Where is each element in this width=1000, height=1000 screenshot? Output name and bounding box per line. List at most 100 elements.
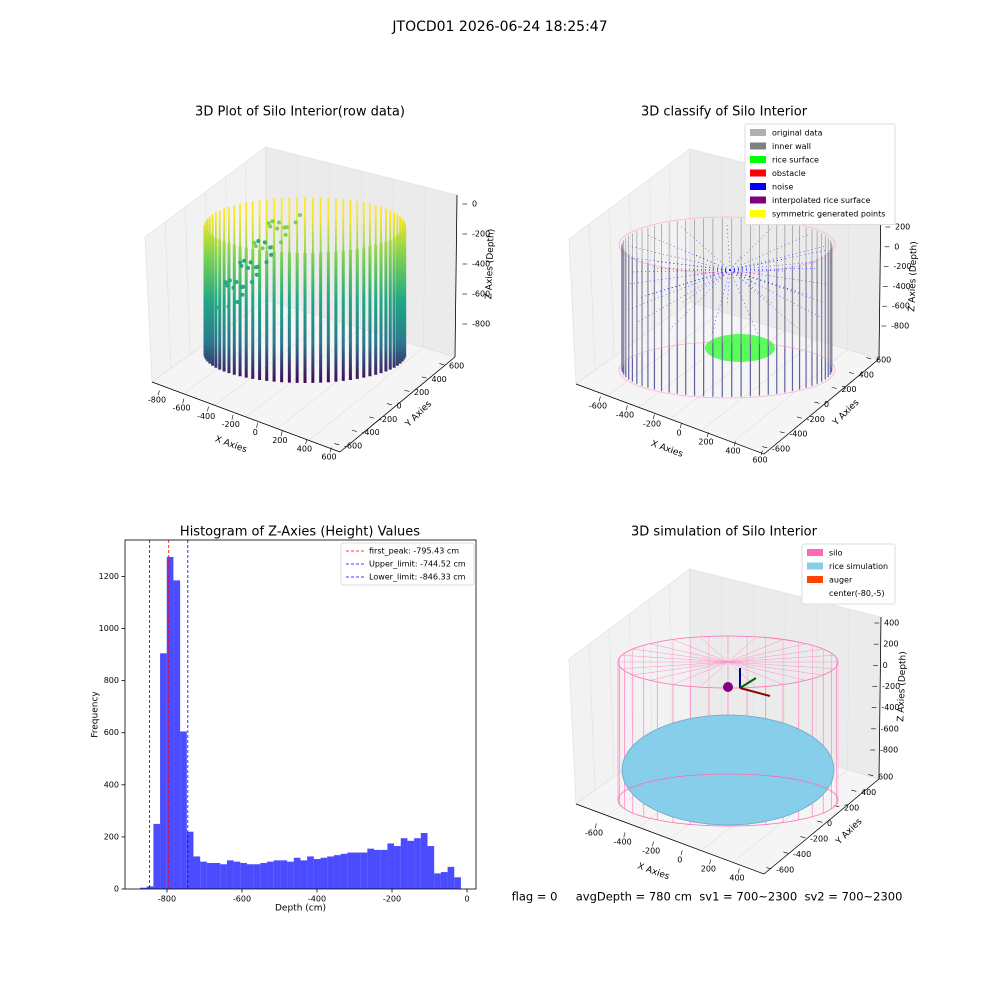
z-axis bbox=[454, 194, 458, 358]
scatter-point bbox=[298, 213, 302, 217]
bar bbox=[213, 862, 221, 889]
bar bbox=[420, 833, 428, 889]
scatter-point bbox=[226, 304, 231, 309]
bar bbox=[387, 843, 395, 889]
y-tick bbox=[783, 851, 789, 854]
y-tick bbox=[351, 429, 357, 432]
rice-surface bbox=[705, 334, 775, 362]
bar bbox=[253, 864, 261, 889]
x-tick bbox=[280, 431, 283, 436]
y-tick-label: 400 bbox=[104, 780, 119, 789]
x-tick bbox=[760, 450, 763, 456]
scatter-point bbox=[277, 220, 282, 225]
scatter-point bbox=[224, 283, 229, 288]
silo-spoke bbox=[699, 636, 729, 663]
pane-grid bbox=[669, 163, 672, 316]
bar bbox=[180, 731, 187, 889]
y-tick-label: 1200 bbox=[99, 572, 119, 581]
pane-grid bbox=[588, 223, 596, 371]
silo-spoke bbox=[699, 661, 729, 688]
y-tick-label: 0 bbox=[824, 400, 829, 409]
bar bbox=[340, 853, 348, 889]
y-tick bbox=[800, 836, 806, 839]
bar bbox=[267, 861, 274, 889]
pane-grid bbox=[277, 337, 393, 429]
rice-simulation bbox=[621, 714, 835, 826]
bar bbox=[140, 887, 147, 889]
panel-title: Histogram of Z-Axies (Height) Values bbox=[180, 525, 420, 540]
y-tick bbox=[814, 401, 820, 404]
scatter-point bbox=[268, 245, 273, 250]
x-tick-label: -200 bbox=[642, 847, 660, 856]
bar bbox=[273, 860, 281, 889]
legend-box bbox=[340, 542, 475, 586]
x-tick bbox=[329, 447, 332, 453]
z-axis bbox=[878, 616, 882, 780]
y-tick bbox=[334, 443, 340, 446]
center-point bbox=[723, 682, 733, 692]
noise-line bbox=[681, 226, 731, 271]
noise-line bbox=[729, 269, 826, 285]
silo-spoke bbox=[650, 661, 729, 681]
x-axis bbox=[575, 803, 765, 875]
x-tick-label: 0 bbox=[253, 428, 258, 437]
x-tick-label: -400 bbox=[614, 838, 632, 847]
scatter-point bbox=[293, 220, 298, 225]
noise-line bbox=[729, 254, 743, 271]
x-tick-label: 400 bbox=[725, 447, 740, 456]
pane-grid bbox=[360, 170, 362, 329]
legend-label: silo bbox=[829, 549, 843, 558]
y-axis bbox=[763, 358, 880, 455]
z-tick-label: -600 bbox=[472, 290, 490, 299]
noise-line bbox=[637, 269, 731, 323]
z-tick-label: -800 bbox=[891, 322, 909, 331]
bar bbox=[160, 653, 167, 889]
legend-swatch bbox=[750, 183, 766, 190]
scatter-point bbox=[282, 225, 287, 230]
legend-label: obstacle bbox=[772, 169, 806, 178]
silo-spoke bbox=[727, 661, 835, 669]
x-tick-label: 600 bbox=[321, 453, 336, 462]
x-tick bbox=[594, 823, 597, 829]
x-tick-label: 0 bbox=[464, 895, 469, 904]
legend-swatch bbox=[807, 549, 823, 556]
x-tick-label: -200 bbox=[643, 420, 661, 429]
noise-line bbox=[631, 269, 731, 273]
legend-swatch bbox=[807, 576, 823, 583]
bar bbox=[240, 862, 247, 889]
scatter-point bbox=[245, 265, 250, 270]
x-axis-label: Depth (cm) bbox=[275, 904, 326, 914]
bar bbox=[226, 860, 234, 889]
silo-spoke bbox=[727, 661, 784, 685]
y-tick-label: 0 bbox=[827, 819, 832, 828]
bar bbox=[440, 872, 448, 889]
legend-label: Upper_limit: -744.52 cm bbox=[369, 560, 466, 569]
y-tick-label: 600 bbox=[876, 356, 891, 365]
y-tick-label: 600 bbox=[878, 773, 893, 782]
bar bbox=[307, 856, 314, 889]
scatter-point bbox=[253, 265, 258, 270]
z-tick-label: -200 bbox=[472, 230, 490, 239]
arrow bbox=[739, 677, 757, 689]
panel-title: 3D simulation of Silo Interior bbox=[631, 525, 818, 540]
x-tick bbox=[256, 422, 258, 428]
x-tick bbox=[709, 859, 712, 865]
bar bbox=[320, 857, 328, 889]
z-tick-label: -400 bbox=[472, 260, 490, 269]
pane-grid bbox=[423, 186, 426, 348]
z-tick-label: -200 bbox=[882, 682, 900, 691]
bar bbox=[220, 864, 227, 889]
scatter-point bbox=[238, 260, 243, 265]
bar bbox=[173, 580, 181, 889]
y-tick-label: -200 bbox=[807, 415, 825, 424]
x-tick-label: -400 bbox=[197, 412, 215, 421]
x-tick bbox=[207, 406, 209, 412]
z-axis-label: Z Axies (Depth) bbox=[896, 651, 908, 722]
scatter-point bbox=[248, 260, 253, 265]
legend-label: original data bbox=[772, 129, 823, 138]
bar bbox=[313, 859, 321, 889]
bar bbox=[280, 860, 288, 889]
y-tick-label: -200 bbox=[810, 835, 828, 844]
y-axis bbox=[339, 356, 456, 453]
scatter-point bbox=[252, 240, 257, 245]
